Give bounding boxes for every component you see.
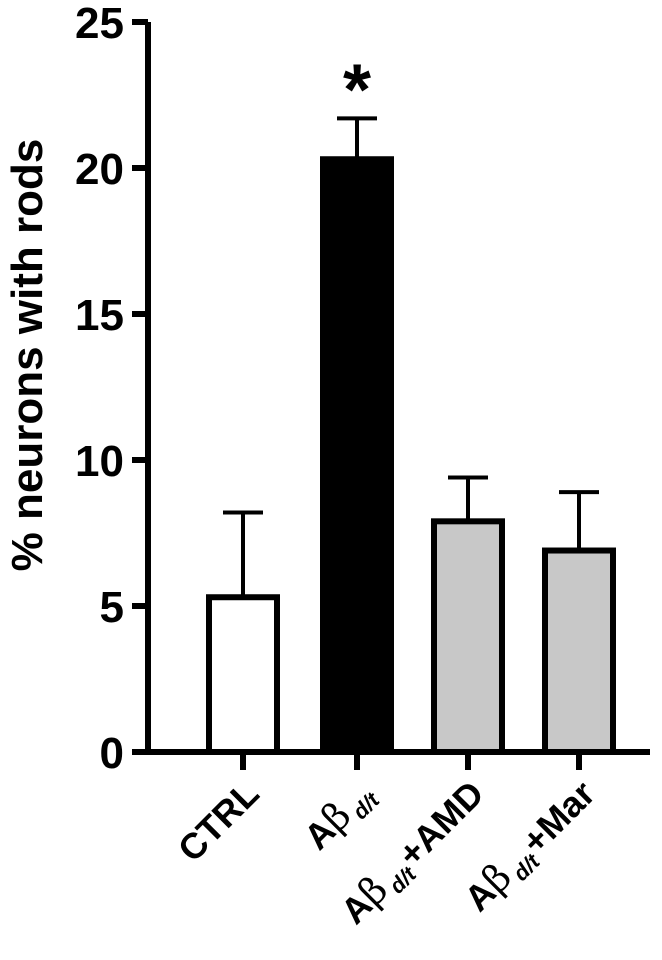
y-tick-label-5: 5 [100, 583, 124, 632]
y-tick-label-15: 15 [75, 291, 124, 340]
x-tick-label-1: Aβd/t [294, 770, 385, 861]
bar-1 [320, 156, 394, 756]
x-label-suffix-3: +Mar [514, 773, 603, 862]
bars-layer [206, 156, 616, 756]
bar-3 [542, 547, 616, 756]
x-label-main-0: CTRL [170, 773, 267, 870]
y-axis-title-group: % neurons with rods [3, 139, 52, 572]
bar-2 [431, 518, 505, 755]
significance-marker-0: * [343, 50, 371, 130]
y-tick-label-10: 10 [75, 437, 124, 486]
y-axis-title: % neurons with rods [3, 139, 52, 572]
error-bars-layer [223, 116, 599, 598]
x-tick-label-0: CTRL [170, 773, 267, 870]
x-label-suffix-2: +AMD [390, 773, 492, 875]
x-tick-label-2: Aβd/t+AMD [331, 771, 495, 935]
y-tick-label-0: 0 [100, 729, 124, 778]
axes-layer [132, 19, 650, 770]
y-tick-label-25: 25 [75, 0, 124, 48]
y-tick-label-20: 20 [75, 145, 124, 194]
bar-0 [206, 594, 280, 755]
